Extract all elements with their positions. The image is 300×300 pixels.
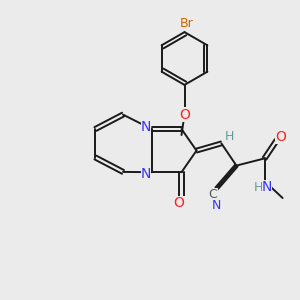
Text: O: O xyxy=(180,108,190,122)
Text: N: N xyxy=(262,180,272,194)
Text: O: O xyxy=(174,196,184,210)
Text: Br: Br xyxy=(180,17,194,30)
Text: C: C xyxy=(208,188,217,202)
Text: N: N xyxy=(211,199,221,212)
Text: N: N xyxy=(141,167,151,181)
Text: H: H xyxy=(253,181,263,194)
Text: H: H xyxy=(225,130,235,143)
Text: O: O xyxy=(275,130,286,144)
Text: N: N xyxy=(141,120,151,134)
